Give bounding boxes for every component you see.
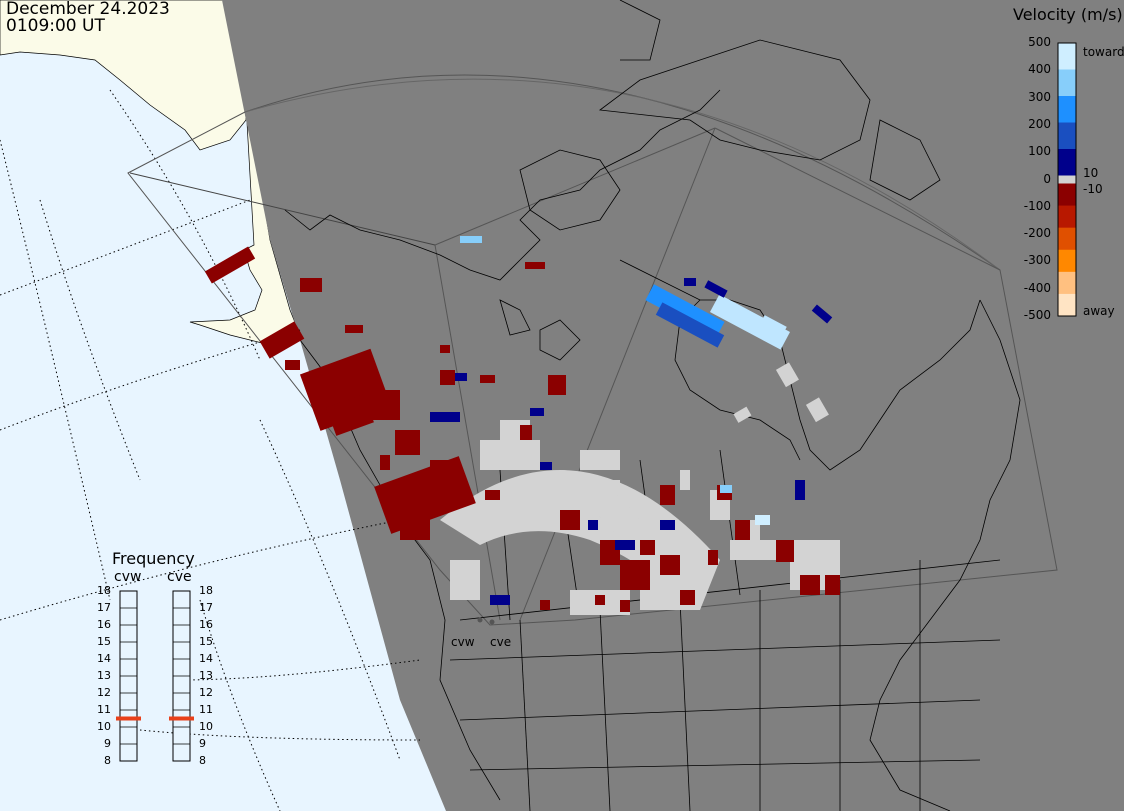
- frequency-tick-label: 8: [199, 754, 206, 767]
- frequency-radar-name: cve: [167, 569, 192, 585]
- political-borders: [449, 449, 1001, 811]
- frequency-tick-label: 16: [199, 618, 213, 631]
- frequency-tick-label: 12: [97, 686, 111, 699]
- frequency-tick-label: 9: [199, 737, 206, 750]
- frequency-tick-label: 13: [97, 669, 111, 682]
- frequency-tick-label: 11: [199, 703, 213, 716]
- velocity-tick-label: 400: [1028, 62, 1051, 77]
- night-region: [222, 0, 1124, 811]
- velocity-color-step: [1058, 205, 1076, 229]
- frequency-tick-label: 16: [97, 618, 111, 631]
- velocity-color-step: [1058, 96, 1076, 123]
- velocity-color-step: [1058, 149, 1076, 176]
- velocity-tick-label: -200: [1023, 226, 1051, 241]
- pos-threshold-label: 10: [1083, 166, 1099, 180]
- time-label: 0109:00 UT: [6, 16, 105, 36]
- frequency-tick-label: 18: [199, 584, 213, 597]
- velocity-tick-label: 200: [1028, 116, 1051, 131]
- lat-lon-grid: [0, 89, 421, 811]
- echoes-away: [204, 246, 840, 612]
- frequency-radar-name: cvw: [114, 569, 142, 585]
- neg-threshold-label: -10: [1083, 182, 1103, 196]
- radar-site-marker: [489, 619, 495, 625]
- velocity-color-step: [1058, 43, 1076, 70]
- frequency-marker: [116, 716, 141, 721]
- radar-site-label: cve: [490, 635, 512, 649]
- velocity-color-step: [1058, 122, 1076, 150]
- velocity-color-step: [1058, 69, 1076, 97]
- velocity-tick-label: -400: [1023, 280, 1051, 295]
- frequency-tick-label: 9: [104, 737, 111, 750]
- velocity-color-step: [1058, 249, 1076, 273]
- echoes-toward: [430, 236, 833, 605]
- frequency-tick-label: 10: [97, 720, 111, 733]
- away-label: away: [1083, 304, 1115, 318]
- frequency-tick-label: 12: [199, 686, 213, 699]
- velocity-color-bar: [1057, 42, 1077, 317]
- velocity-tick-label: 0: [1043, 171, 1051, 186]
- frequency-tick-label: 15: [97, 635, 111, 648]
- frequency-tick-label: 17: [199, 601, 213, 614]
- velocity-zero-band: [1058, 175, 1076, 184]
- radar-site-marker: [477, 617, 483, 623]
- frequency-tick-label: 14: [97, 652, 111, 665]
- frequency-title: Frequency: [112, 549, 195, 568]
- velocity-bar-frame: [1057, 42, 1077, 317]
- velocity-tick-label: 300: [1028, 89, 1051, 104]
- velocity-scale-title: Velocity (m/s): [1013, 5, 1123, 24]
- frequency-tick-label: 14: [199, 652, 213, 665]
- frequency-bars: [116, 590, 194, 762]
- velocity-tick-label: -500: [1023, 308, 1051, 322]
- frequency-tick-label: 13: [199, 669, 213, 682]
- velocity-tick-label: 500: [1028, 35, 1051, 49]
- velocity-color-step: [1058, 271, 1076, 295]
- radar-site-label: cvw: [451, 635, 475, 649]
- velocity-tick-label: -300: [1023, 253, 1051, 268]
- velocity-color-step: [1058, 293, 1076, 317]
- frequency-tick-label: 18: [97, 584, 111, 597]
- date-label: December 24.2023: [6, 0, 170, 19]
- frequency-tick-label: 8: [104, 754, 111, 767]
- frequency-tick-label: 11: [97, 703, 111, 716]
- toward-label: toward: [1083, 45, 1124, 59]
- frequency-marker: [169, 716, 194, 721]
- velocity-color-step: [1058, 227, 1076, 251]
- frequency-tick-label: 15: [199, 635, 213, 648]
- velocity-color-step: [1058, 183, 1076, 207]
- frequency-tick-label: 10: [199, 720, 213, 733]
- frequency-tick-label: 17: [97, 601, 111, 614]
- radar-field-of-view: [127, 74, 1058, 626]
- velocity-tick-label: 100: [1028, 144, 1051, 159]
- velocity-tick-label: -100: [1023, 198, 1051, 213]
